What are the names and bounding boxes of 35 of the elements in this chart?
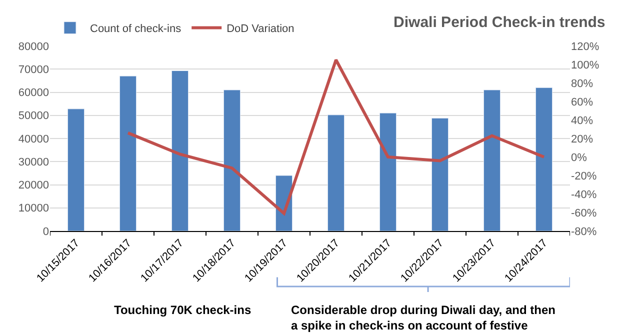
bar <box>67 108 85 231</box>
y2-tick-label: 20% <box>571 133 594 146</box>
y-tick-label: 30000 <box>18 156 49 168</box>
bar <box>223 90 241 231</box>
bar <box>431 118 449 231</box>
y2-tick-label: 100% <box>571 59 600 72</box>
line-series <box>126 58 546 215</box>
text: Considerable drop during Diwali day, and then a spike in check-ins on account of festive <box>291 303 556 333</box>
y2-tick-label: -60% <box>571 207 597 220</box>
y2-tick-label: 60% <box>571 96 594 108</box>
y-tick-label: 60000 <box>18 87 49 100</box>
y-tick-label: 20000 <box>18 180 49 192</box>
text: Touching 70K check-ins <box>114 303 252 317</box>
y2-tick-label: 0% <box>571 152 588 164</box>
y-tick-label: 80000 <box>18 40 49 53</box>
y2-tick-label: -80% <box>571 226 597 238</box>
bar <box>327 114 345 231</box>
bar <box>119 76 137 231</box>
bar <box>171 70 189 231</box>
y-tick-label: 0 <box>42 226 49 238</box>
y-tick-label: 70000 <box>18 64 49 76</box>
y2-tick-label: -20% <box>571 170 597 182</box>
bar <box>483 90 501 231</box>
y-tick-label: 50000 <box>18 110 49 122</box>
y-tick-label: 40000 <box>18 133 49 146</box>
chart-title: Diwali Period Check-in trends <box>394 14 606 32</box>
bar <box>379 112 397 231</box>
legend-label: Count of check-ins <box>90 23 182 36</box>
y-tick-label: 10000 <box>18 202 49 215</box>
y2-tick-label: 40% <box>571 114 594 127</box>
bar <box>535 87 553 231</box>
y2-tick-label: 120% <box>571 40 600 53</box>
y2-tick-label: -40% <box>571 188 597 201</box>
legend-label: DoD Variation <box>226 23 294 36</box>
y2-tick-label: 80% <box>571 78 594 90</box>
